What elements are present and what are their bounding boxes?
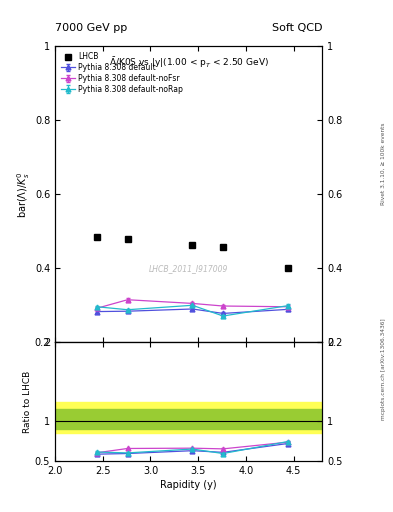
Text: Soft QCD: Soft QCD [272, 23, 322, 33]
Text: $\bar{\Lambda}$/K0S vs |y|(1.00 < p$_T$ < 2.50 GeV): $\bar{\Lambda}$/K0S vs |y|(1.00 < p$_T$ … [109, 55, 268, 70]
Bar [55, 410, 322, 429]
Bar [55, 401, 322, 433]
Text: mcplots.cern.ch [arXiv:1306.3436]: mcplots.cern.ch [arXiv:1306.3436] [381, 318, 386, 419]
Text: 7000 GeV pp: 7000 GeV pp [55, 23, 127, 33]
Text: Rivet 3.1.10, ≥ 100k events: Rivet 3.1.10, ≥ 100k events [381, 122, 386, 205]
Y-axis label: bar($\Lambda$)/$K^0_s$: bar($\Lambda$)/$K^0_s$ [15, 171, 32, 218]
X-axis label: Rapidity (y): Rapidity (y) [160, 480, 217, 490]
Text: LHCB_2011_I917009: LHCB_2011_I917009 [149, 264, 228, 273]
Legend: LHCB, Pythia 8.308 default, Pythia 8.308 default-noFsr, Pythia 8.308 default-noR: LHCB, Pythia 8.308 default, Pythia 8.308… [59, 50, 185, 96]
Y-axis label: Ratio to LHCB: Ratio to LHCB [23, 370, 32, 433]
